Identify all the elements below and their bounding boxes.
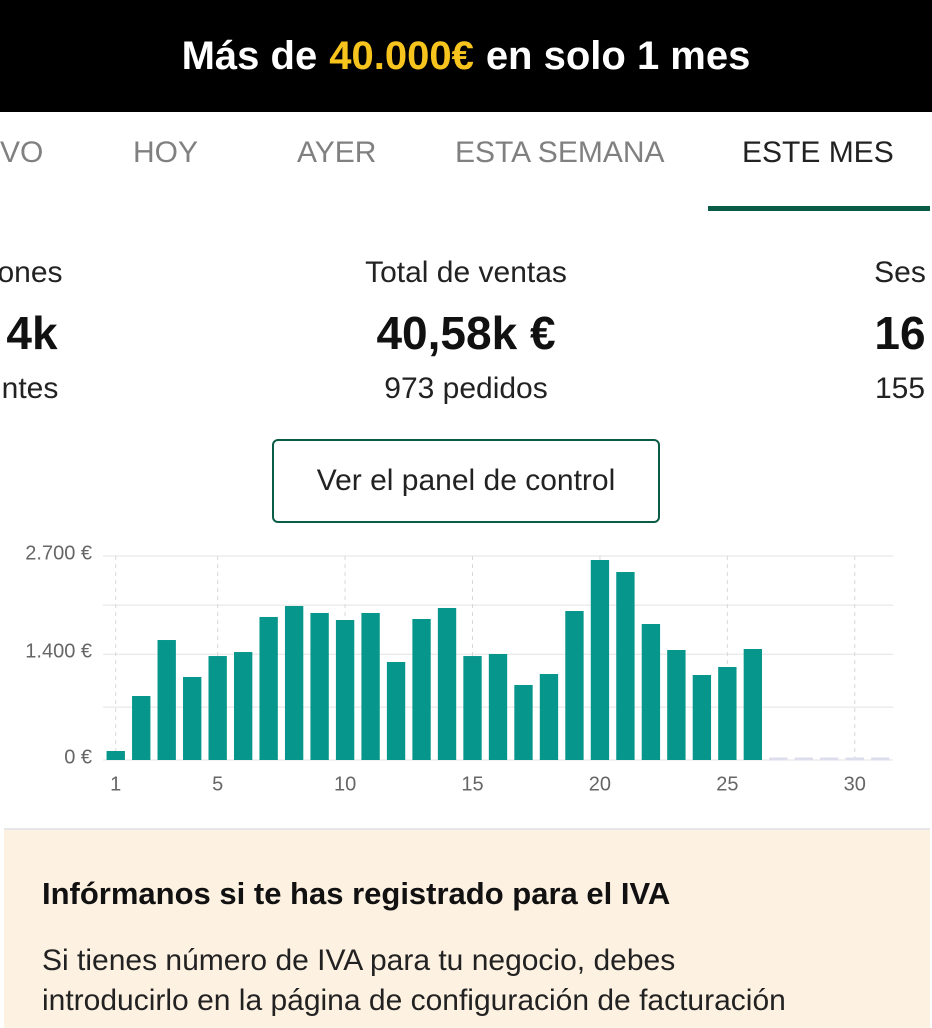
stat-label: Total de ventas [365,256,567,289]
tab[interactable]: VO [0,136,44,169]
x-tick-label: 15 [461,773,483,795]
bar [183,676,202,760]
bar [692,675,712,760]
bar [488,653,508,760]
bar [106,751,125,760]
y-tick-label: 2.700 € [25,542,92,564]
x-tick-label: 1 [110,773,121,795]
notice-text: Si tienes número de IVA para tu negocio,… [42,944,676,977]
bar [718,666,737,760]
x-tick-label: 25 [716,773,738,795]
tab-underline [708,206,930,211]
x-tick-label: 30 [844,773,866,795]
banner-text: Más de [181,33,318,78]
bar [743,649,763,760]
stat-value: 4k [6,307,58,359]
bar [310,612,329,760]
bar [437,607,457,760]
bar [539,674,559,760]
stat-sub: ntes [1,372,59,405]
banner: Más de 40.000€ en solo 1 mes [0,0,932,112]
bar [284,606,304,760]
banner-highlight: 40.000€ [329,33,474,78]
tab[interactable]: ESTA SEMANA [455,136,665,169]
stat-label: Ses [874,256,926,289]
bar [667,649,686,760]
x-tick-label: 10 [334,773,356,795]
bar [565,611,584,760]
bar [514,684,533,760]
tab-active[interactable]: ESTE MES [742,136,894,169]
bar [233,652,253,760]
bar [157,640,176,760]
notice-text: introducirlo en la página de configuraci… [42,984,786,1017]
bar [386,662,406,760]
bar [641,624,661,760]
bar [335,619,355,760]
tab[interactable]: AYER [297,136,377,169]
bar [616,572,635,760]
banner-text: en solo 1 mes [485,33,751,78]
bar [463,656,482,760]
bar [590,560,610,760]
stat-sub: 973 pedidos [384,372,548,405]
y-tick-label: 1.400 € [25,641,92,663]
bar [208,656,227,760]
x-tick-label: 20 [589,773,611,795]
x-tick-label: 5 [212,773,223,795]
bar [132,696,151,760]
bar [412,619,431,760]
tab[interactable]: HOY [133,136,199,169]
dashboard-button[interactable]: Ver el panel de control [272,439,660,523]
chart: 0 €1.400 €2.700 €1 5 10 15 20 25 30 [25,542,893,795]
notice: Infórmanos si te has registrado para el … [4,828,930,1028]
stat-value: 16 [874,307,926,359]
stat-label: ones [0,256,63,289]
notice-title: Infórmanos si te has registrado para el … [42,876,671,911]
bar [361,612,380,760]
y-tick-label: 0 € [64,746,92,768]
stat-sub: 155 [874,372,926,405]
stat-value: 40,58k € [376,307,556,359]
bar [259,616,278,760]
